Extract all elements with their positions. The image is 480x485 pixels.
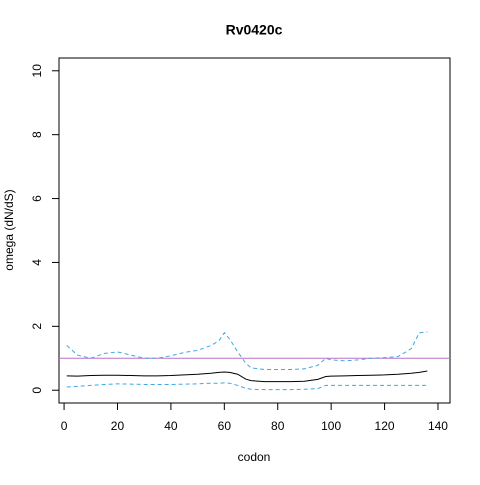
y-tick-label: 4 [30, 259, 44, 266]
x-tick-label: 80 [271, 419, 285, 433]
series-line [66, 382, 428, 391]
x-tick-label: 100 [321, 419, 341, 433]
y-tick-label: 8 [30, 131, 44, 138]
y-axis-label: omega (dN/dS) [2, 189, 16, 270]
y-tick-label: 0 [30, 387, 44, 394]
x-tick-label: 120 [375, 419, 395, 433]
x-tick-label: 60 [218, 419, 232, 433]
y-tick-label: 10 [30, 64, 44, 78]
x-tick-label: 40 [164, 419, 178, 433]
x-tick-label: 140 [428, 419, 448, 433]
x-tick-label: 0 [61, 419, 68, 433]
y-tick-label: 2 [30, 323, 44, 330]
chart-title: Rv0420c [226, 22, 283, 38]
series-line [66, 370, 428, 383]
plot-frame [58, 57, 451, 404]
y-tick-label: 6 [30, 195, 44, 202]
x-axis-label: codon [238, 450, 271, 464]
x-tick-label: 20 [111, 419, 125, 433]
